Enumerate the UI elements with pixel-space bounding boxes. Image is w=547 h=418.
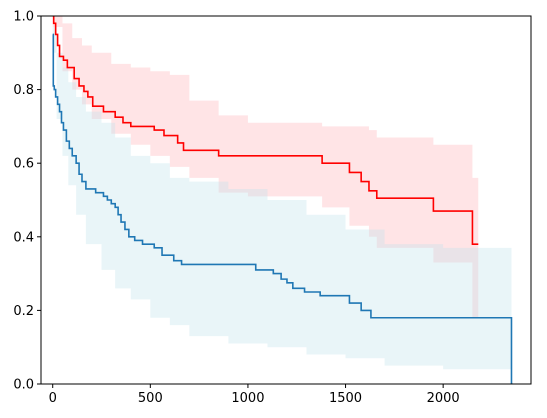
y-tick-label: 0.8 [13,83,34,98]
y-axis: 0.0 0.2 0.4 0.6 0.8 1.0 [13,10,41,393]
axes-frame [40,15,532,385]
x-tick-label: 2000 [427,391,460,406]
y-tick-label: 1.0 [13,10,34,25]
y-tick-label: 0.2 [13,304,34,319]
survival-line-1 [52,16,479,245]
y-tick-label: 0.4 [13,230,34,245]
x-tick-label: 500 [138,391,163,406]
confidence-band-2 [52,27,512,370]
x-axis: 0 500 1000 1500 2000 [49,384,460,406]
x-tick-label: 0 [49,391,57,406]
survival-line-2 [52,33,513,384]
y-tick-label: 0.0 [13,378,34,393]
plot-area [52,16,513,384]
x-tick-label: 1500 [329,391,362,406]
y-tick-label: 0.6 [13,157,34,172]
x-tick-label: 1000 [231,391,264,406]
confidence-band-1 [52,16,479,318]
